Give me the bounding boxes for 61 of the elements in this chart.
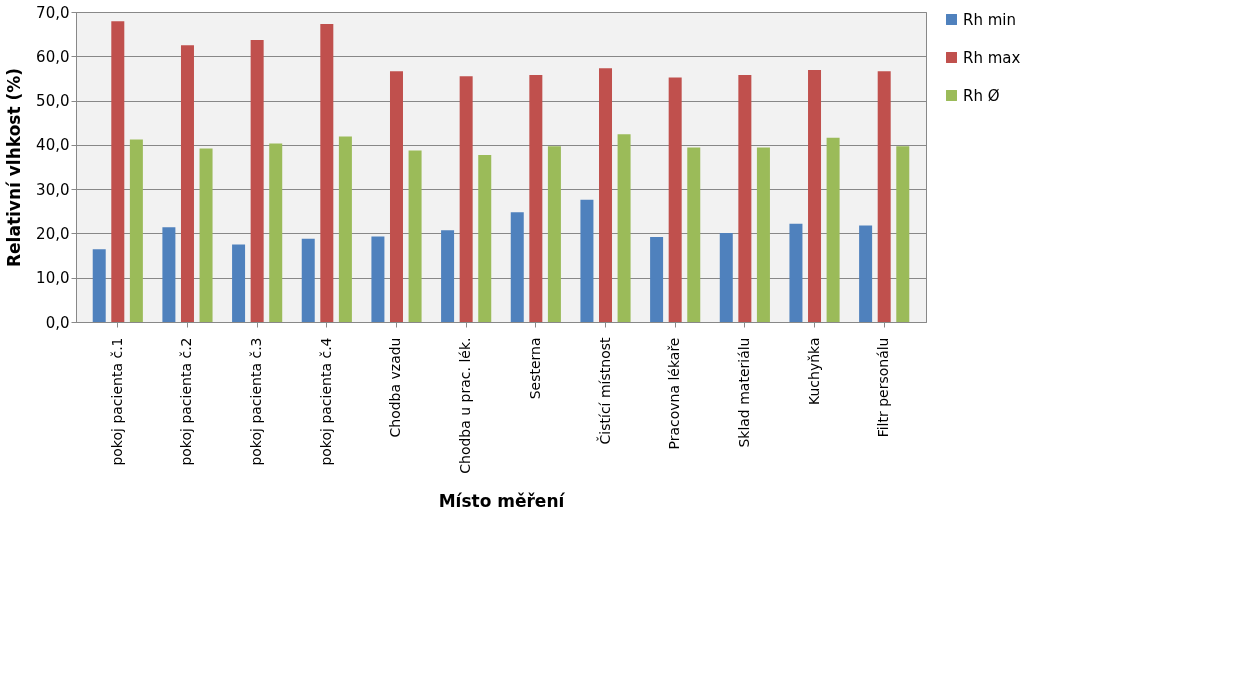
y-axis-title: Relativní vlhkost (%): [4, 67, 25, 268]
x-tick-label: pokoj pacienta č.2: [178, 337, 195, 466]
bar: [441, 230, 455, 322]
bar: [162, 227, 176, 322]
bar: [896, 146, 910, 322]
bar: [877, 71, 891, 322]
y-tick-label: 0,0: [45, 313, 70, 332]
y-tick-label: 20,0: [36, 224, 70, 243]
bar: [808, 70, 822, 322]
bar: [756, 147, 770, 322]
x-tick-label: Chodba u prac. lék.: [457, 337, 474, 474]
x-tick-label: Kuchyňka: [805, 337, 822, 406]
legend-label: Rh min: [963, 10, 1016, 29]
bar: [371, 236, 385, 322]
y-tick-label: 70,0: [36, 3, 70, 22]
bar: [250, 39, 264, 322]
x-tick-label: Filtr personálu: [875, 337, 892, 438]
bar: [529, 74, 543, 322]
bar: [129, 139, 143, 322]
x-tick-label: pokoj pacienta č.3: [248, 337, 265, 466]
bar: [650, 236, 664, 322]
bar: [826, 137, 840, 322]
legend-label: Rh Ø: [963, 86, 1000, 105]
x-tick-label: Chodba vzadu: [387, 337, 404, 438]
bar: [389, 71, 403, 322]
bar: [459, 76, 473, 322]
x-tick-label: Sesterna: [526, 337, 543, 400]
bar: [580, 199, 594, 322]
bar: [199, 148, 213, 322]
bar: [232, 244, 246, 322]
bar: [668, 77, 682, 322]
bar: [408, 150, 422, 322]
bar: [859, 225, 873, 322]
bar: [320, 23, 334, 322]
x-tick-label: Čistící místnost: [595, 337, 613, 445]
bar: [547, 146, 561, 322]
bar: [599, 68, 613, 322]
bar: [617, 134, 631, 322]
bar: [510, 212, 524, 322]
x-tick-label: Sklad materiálu: [735, 337, 752, 448]
y-tick-label: 50,0: [36, 92, 70, 111]
bar: [789, 223, 803, 322]
y-tick-label: 60,0: [36, 47, 70, 66]
x-tick-label: Pracovna lékaře: [666, 337, 683, 450]
y-tick-label: 10,0: [36, 269, 70, 288]
legend-label: Rh max: [963, 48, 1021, 67]
bar: [478, 155, 492, 322]
y-tick-label: 30,0: [36, 180, 70, 199]
bar: [687, 147, 701, 322]
bar: [180, 45, 194, 322]
bar: [111, 21, 125, 322]
bar: [738, 74, 752, 322]
bar: [338, 136, 352, 322]
x-axis-title: Místo měření: [438, 490, 566, 511]
x-tick-label: pokoj pacienta č.4: [317, 337, 334, 466]
y-tick-label: 40,0: [36, 136, 70, 155]
bar: [92, 249, 106, 322]
bar: [719, 232, 733, 322]
x-tick-label: pokoj pacienta č.1: [108, 337, 125, 466]
bar: [301, 238, 315, 322]
bar: [269, 143, 283, 322]
